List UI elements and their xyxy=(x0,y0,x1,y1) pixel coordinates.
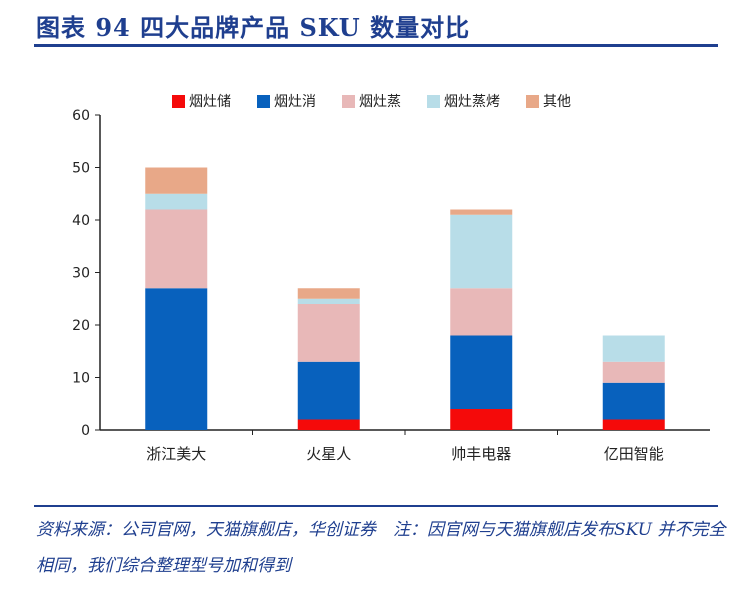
bar-segment xyxy=(145,193,208,210)
y-tick-label: 30 xyxy=(72,266,90,282)
legend-item: 烟灶储 xyxy=(172,91,231,111)
x-tick-label: 亿田智能 xyxy=(604,445,664,463)
figure-title: 图表 94 四大品牌产品 SKU 数量对比 xyxy=(36,13,471,42)
y-tick-label: 40 xyxy=(72,213,90,229)
legend-label: 烟灶蒸烤 xyxy=(444,94,500,110)
bar-segment xyxy=(450,335,513,409)
y-tick-label: 20 xyxy=(72,318,90,334)
source-note: 资料来源：公司官网，天猫旗舰店，华创证券 注：因官网与天猫旗舰店发布SKU 并不… xyxy=(36,520,726,576)
bar-segment xyxy=(450,409,513,430)
legend-swatch xyxy=(342,94,355,108)
legend-label: 烟灶蒸 xyxy=(359,94,401,110)
bar-segment xyxy=(297,304,360,362)
legend-item: 烟灶蒸 xyxy=(342,91,401,111)
legend-item: 其他 xyxy=(526,91,571,111)
bar-segment xyxy=(145,209,208,289)
bar-segment xyxy=(297,288,360,299)
bar-segment xyxy=(602,361,665,383)
x-tick-label: 帅丰电器 xyxy=(451,445,511,463)
legend-swatch xyxy=(526,94,539,108)
x-tick-label: 浙江美大 xyxy=(146,445,206,463)
y-tick-label: 10 xyxy=(72,371,90,387)
footer-divider xyxy=(34,505,718,507)
y-tick-label: 60 xyxy=(72,108,90,124)
x-tick-label: 火星人 xyxy=(306,445,351,463)
bar-segment xyxy=(297,361,360,420)
legend-swatch xyxy=(172,94,185,108)
legend-label: 烟灶储 xyxy=(189,94,231,110)
bar-segment xyxy=(297,298,360,304)
legend: 烟灶储 烟灶消 烟灶蒸 烟灶蒸烤 其他 xyxy=(172,91,571,111)
stacked-bar-chart: 0 10 20 30 40 50 60 浙江美大 火星人 帅丰电器 亿田智能 xyxy=(72,108,710,463)
y-tick-label: 50 xyxy=(72,161,90,177)
legend-item: 烟灶消 xyxy=(257,91,316,111)
bar-segment xyxy=(145,288,208,430)
bar-segment xyxy=(297,419,360,430)
legend-swatch xyxy=(427,94,440,108)
bar-segment xyxy=(602,382,665,420)
bar-segment xyxy=(145,167,208,194)
y-tick-label: 0 xyxy=(81,423,90,439)
legend-item: 烟灶蒸烤 xyxy=(427,91,500,111)
legend-swatch xyxy=(257,94,270,108)
legend-label: 烟灶消 xyxy=(274,94,316,110)
bar-segment xyxy=(450,288,513,336)
bar-segment xyxy=(602,419,665,430)
legend-label: 其他 xyxy=(543,94,571,110)
title-divider xyxy=(34,44,718,47)
bar-segment xyxy=(450,209,513,215)
bar-segment xyxy=(602,335,665,362)
bar-segment xyxy=(450,214,513,289)
